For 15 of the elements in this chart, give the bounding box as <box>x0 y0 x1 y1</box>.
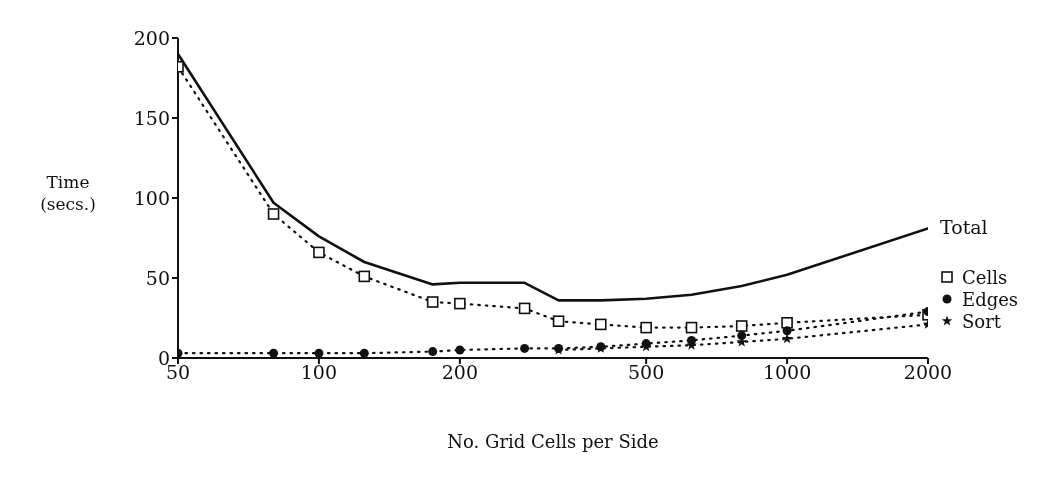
y-tick-label: 200 <box>133 26 170 49</box>
legend-label: Edges <box>962 288 1019 310</box>
x-tick-label: 1000 <box>762 361 812 384</box>
x-tick-label: 100 <box>300 361 338 384</box>
y-tick-label: 100 <box>133 186 170 209</box>
x-tick-label: 200 <box>441 361 478 384</box>
y-tick-label: 150 <box>133 106 170 129</box>
y-tick-label: 50 <box>145 266 170 289</box>
y-axis-title: Time (secs.) <box>40 172 96 214</box>
series-label: Total <box>940 216 988 239</box>
legend-label: Cells <box>962 266 1008 288</box>
x-tick-label: 500 <box>628 361 665 384</box>
x-tick-label: 2000 <box>903 361 953 384</box>
x-axis-title: No. Grid Cells per Side <box>447 431 659 452</box>
legend-label: Sort <box>962 310 1002 332</box>
